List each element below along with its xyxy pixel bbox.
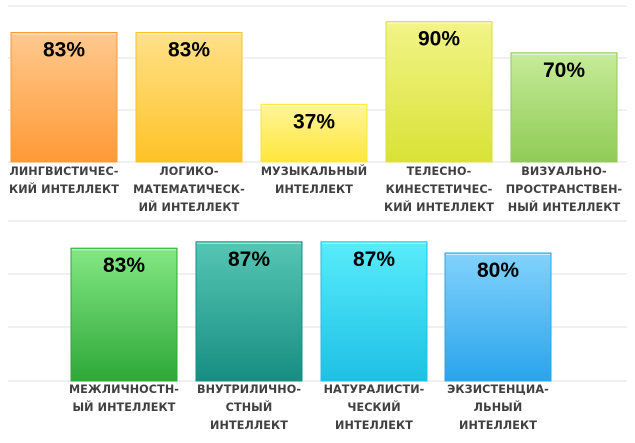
category-label: НАТУРАЛИСТИ- ЧЕСКИЙ ИНТЕЛЛЕКТ <box>323 383 425 432</box>
bar-value-label: 83% <box>168 39 210 62</box>
bar <box>260 103 368 163</box>
bar <box>135 32 243 163</box>
bar-value-label: 90% <box>418 28 460 51</box>
category-label: ВНУТРИЛИЧНО- СТНЫЙ ИНТЕЛЛЕКТ <box>196 383 302 432</box>
bar <box>195 241 303 382</box>
category-label: МЕЖЛИЧНОСТН- ЫЙ ИНТЕЛЛЕКТ <box>68 383 180 414</box>
bar <box>10 32 118 163</box>
bars <box>10 21 618 382</box>
category-label: ЭКЗИСТЕНЦИА- ЛЬНЫЙ ИНТЕЛЛЕКТ <box>447 383 549 432</box>
category-label: ЛОГИКО- МАТЕМАТИЧЕСК- ИЙ ИНТЕЛЛЕКТ <box>133 165 245 214</box>
bar-value-label: 87% <box>353 248 395 271</box>
category-label: ВИЗУАЛЬНО- ПРОСТРАНСТВЕН- НЫЙ ИНТЕЛЛЕКТ <box>505 165 623 214</box>
bar <box>320 241 428 382</box>
bar <box>444 252 552 382</box>
bar <box>510 52 618 163</box>
bar-value-label: 37% <box>293 110 335 133</box>
bar <box>385 21 493 163</box>
bar-value-label: 83% <box>103 254 145 277</box>
bar <box>70 247 178 382</box>
category-label: ЛИНГВИСТИЧЕС- КИЙ ИНТЕЛЛЕКТ <box>8 165 120 196</box>
bar-value-label: 80% <box>477 259 519 282</box>
data-labels: 83% 83% 37% 90% 70% 83% 87% 87% 80% <box>43 28 585 282</box>
category-label: МУЗЫКАЛЬНЫЙ ИНТЕЛЛЕКТ <box>260 165 368 196</box>
bar-value-label: 83% <box>43 39 85 62</box>
category-label: ТЕЛЕСНО- КИНЕСТЕТИЧЕС- КИЙ ИНТЕЛЛЕКТ <box>383 165 495 214</box>
bar-value-label: 70% <box>543 59 585 82</box>
bar-value-label: 87% <box>228 248 270 271</box>
